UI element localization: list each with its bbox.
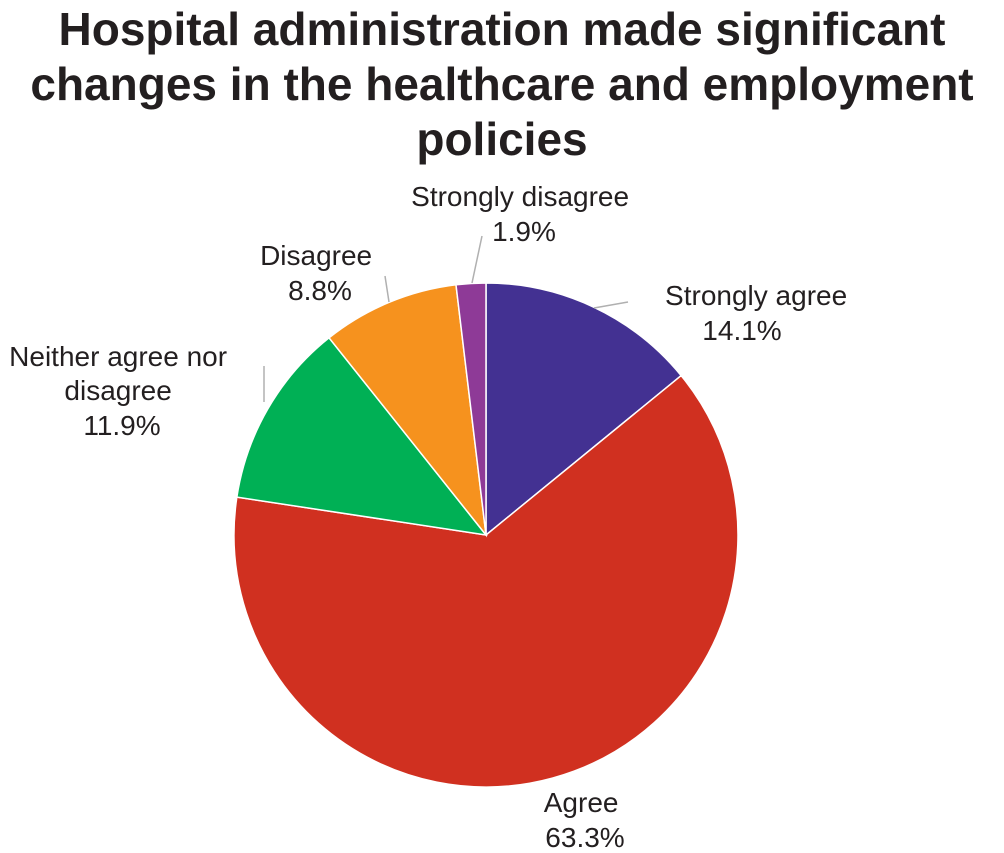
slice-value-disagree: 8.8% — [288, 275, 352, 306]
leader-lines — [263, 235, 629, 402]
slice-value-neither: 11.9% — [83, 410, 160, 441]
slice-label-strongly-disagree: Strongly disagree — [411, 181, 629, 212]
slice-label-strongly-agree: Strongly agree — [665, 280, 847, 311]
pie-slices — [233, 282, 739, 788]
chart-title-line-2: changes in the healthcare and employment — [30, 58, 974, 110]
leader-strongly-disagree — [471, 235, 483, 284]
slice-label-neither-line-1: Neither agree nor — [9, 341, 227, 372]
leader-disagree — [384, 275, 390, 303]
pie-slice-neither — [236, 336, 488, 537]
chart-title-line-3: policies — [416, 113, 588, 165]
slice-value-strongly-agree: 14.1% — [702, 315, 781, 346]
svg-text:Strongly agree 14.1%: Strongly agree 14.1% — [665, 280, 855, 346]
pie-slice-strongly-disagree — [455, 282, 487, 536]
slice-label-agree: Agree — [544, 787, 619, 818]
chart-title-line-1: Hospital administration made significant — [58, 3, 946, 55]
leader-strongly-agree — [593, 301, 629, 309]
pie-slice-agree — [233, 374, 739, 788]
slice-value-strongly-disagree: 1.9% — [492, 216, 556, 247]
slice-label-neither-line-2: disagree — [64, 375, 171, 406]
svg-text:Neither agree nor disagr: Neither agree nor disagree 11.9% — [9, 341, 235, 441]
pie-slice-disagree — [328, 283, 488, 538]
svg-text:Agree 63.3%: Agree 63.3% — [544, 787, 627, 853]
chart-title: Hospital administration made significant… — [0, 2, 1004, 167]
svg-text:Disagree 8.8%: Disagree 8.8% — [260, 240, 380, 306]
slice-label-disagree: Disagree — [260, 240, 372, 271]
svg-text:Strongly disagree 1.9%: Strongly disagree 1.9% — [411, 181, 637, 247]
slice-value-agree: 63.3% — [545, 822, 624, 853]
